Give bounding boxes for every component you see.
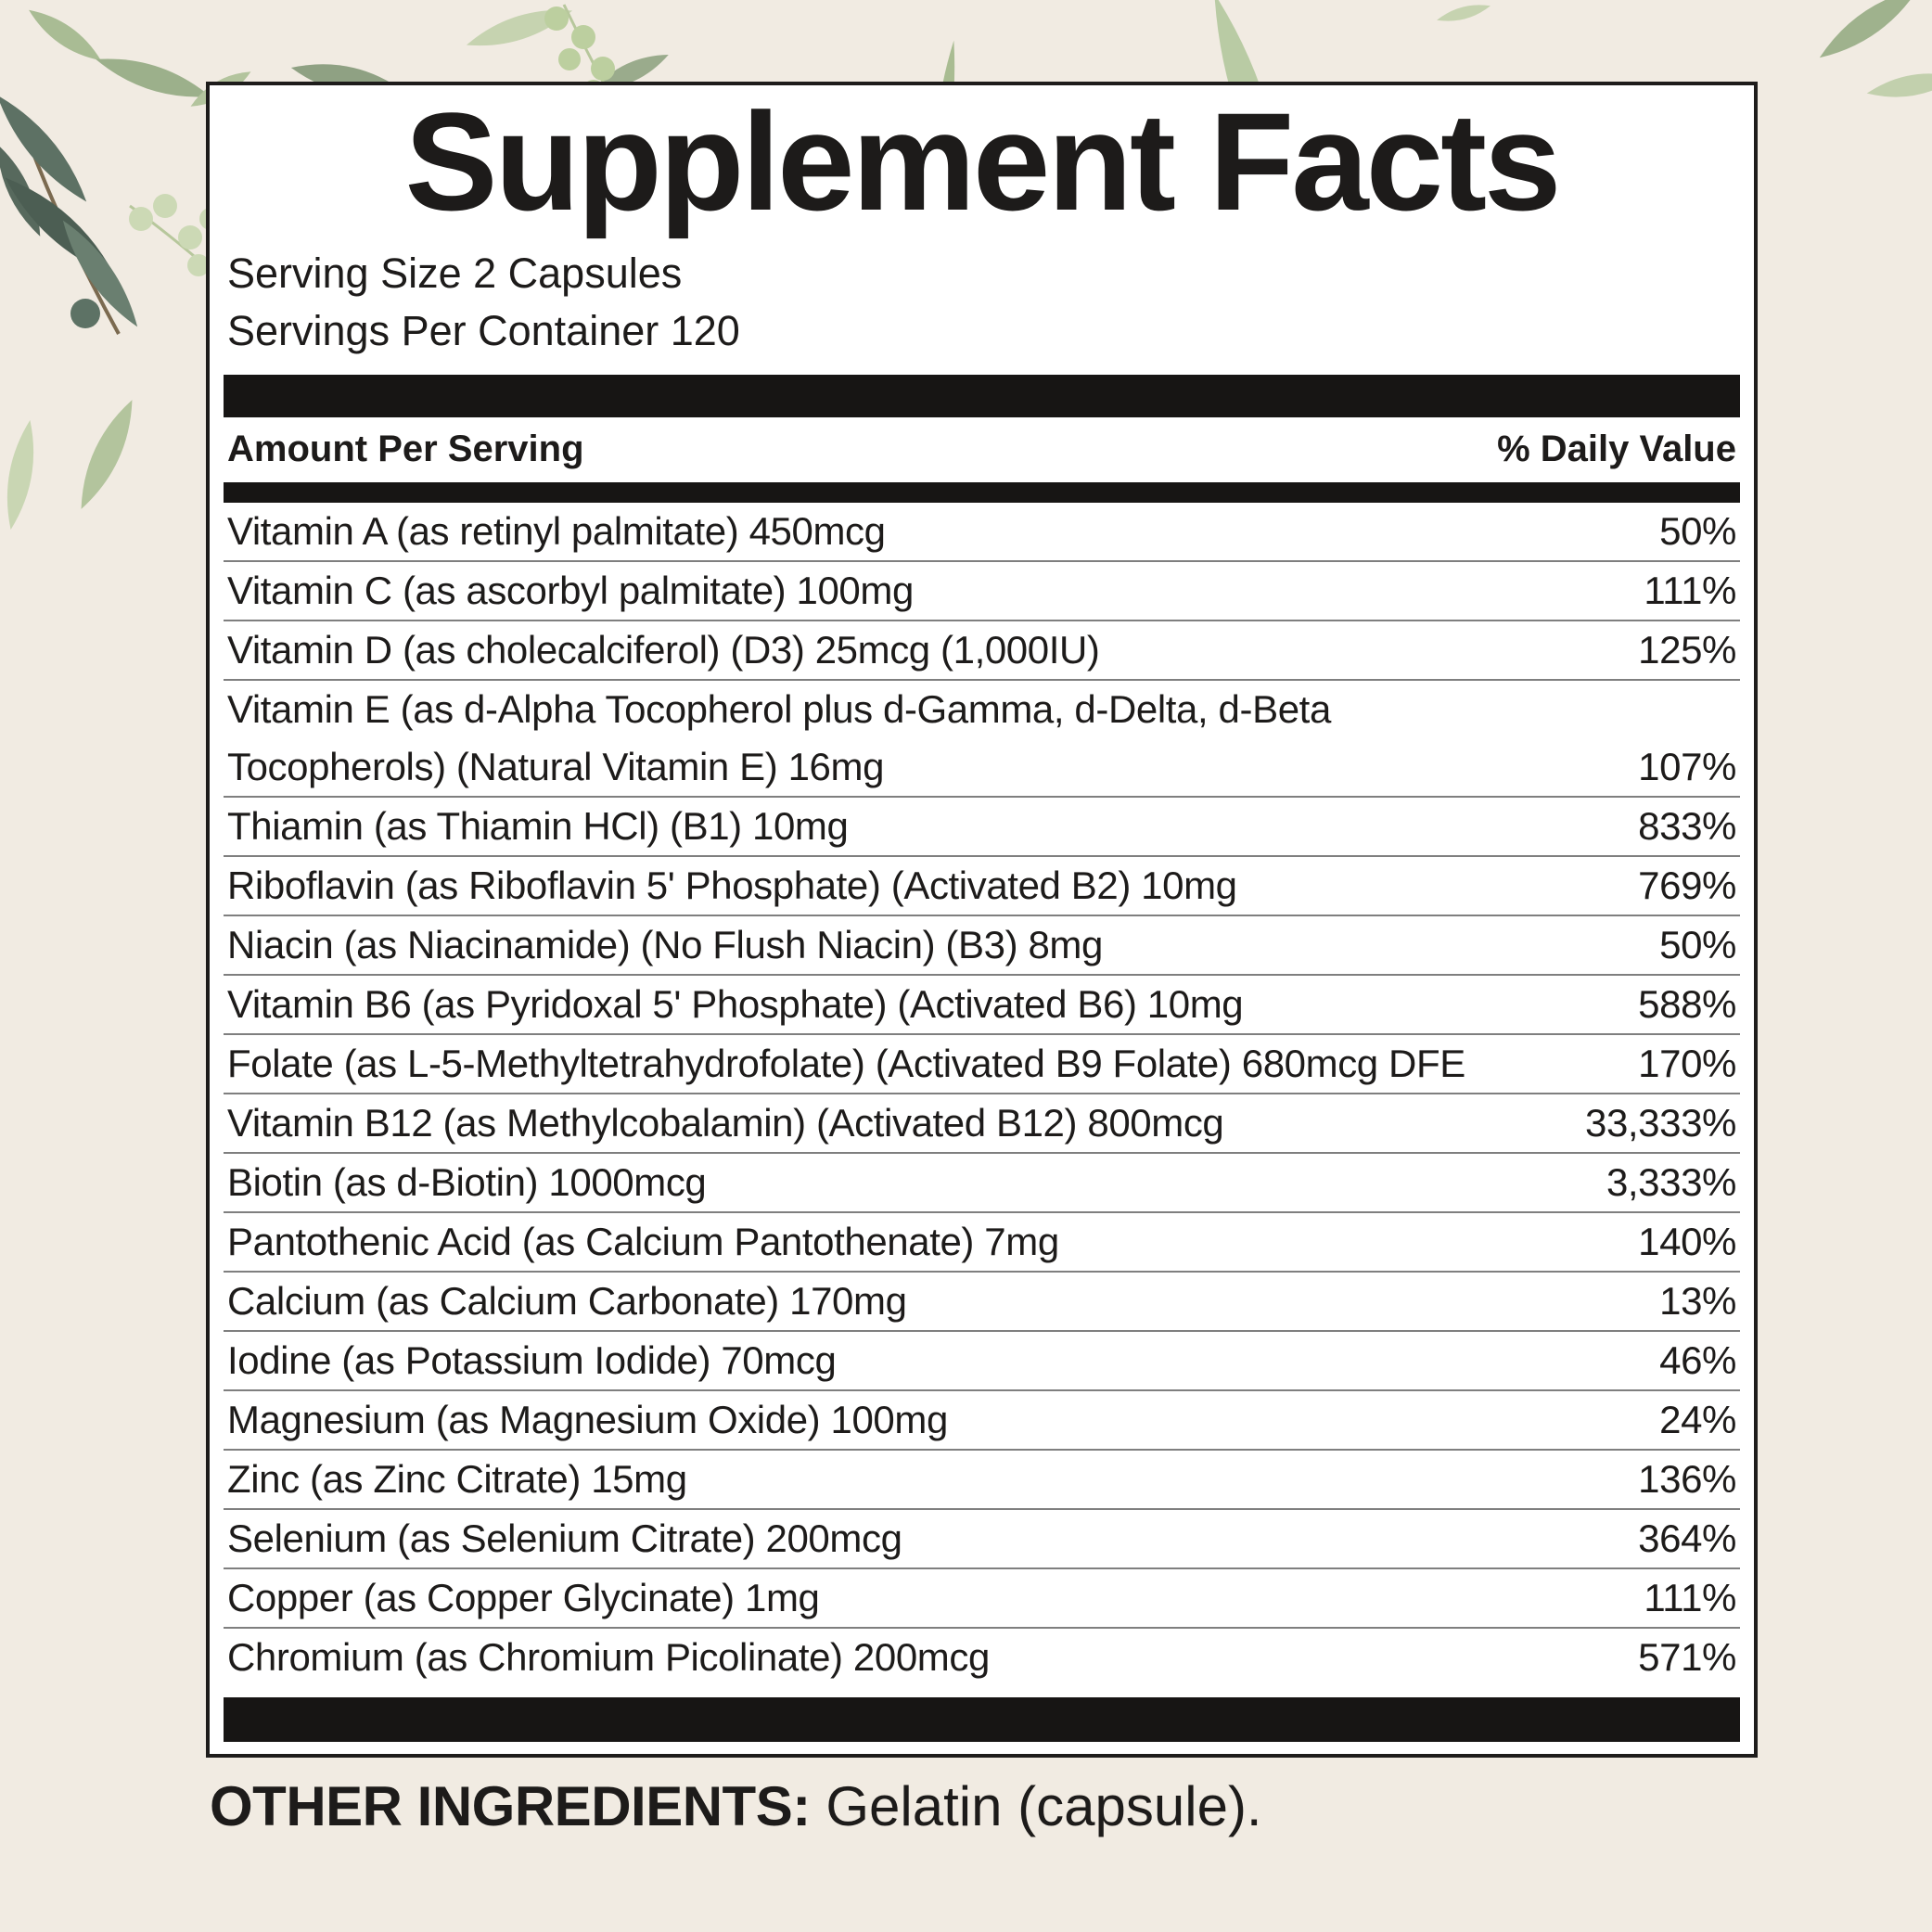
nutrient-name: Niacin (as Niacinamide) (No Flush Niacin… <box>227 922 1103 966</box>
divider-bar-bottom <box>224 1696 1740 1742</box>
table-row: Magnesium (as Magnesium Oxide) 100mg 24% <box>224 1391 1740 1451</box>
table-row: Niacin (as Niacinamide) (No Flush Niacin… <box>224 916 1740 976</box>
table-row: Vitamin D (as cholecalciferol) (D3) 25mc… <box>224 621 1740 681</box>
nutrient-daily-value: 50% <box>1659 922 1736 966</box>
nutrient-daily-value: 3,333% <box>1606 1159 1736 1204</box>
divider-bar-header <box>224 481 1740 503</box>
nutrient-name: Zinc (as Zinc Citrate) 15mg <box>227 1456 687 1501</box>
nutrient-name: Vitamin B12 (as Methylcobalamin) (Activa… <box>227 1100 1224 1145</box>
table-row: Vitamin A (as retinyl palmitate) 450mcg 5… <box>224 503 1740 562</box>
nutrient-daily-value: 170% <box>1638 1041 1736 1085</box>
nutrient-name: Folate (as L-5-Methyltetrahydrofolate) (… <box>227 1041 1465 1085</box>
nutrient-daily-value: 571% <box>1638 1634 1736 1679</box>
table-row: Pantothenic Acid (as Calcium Pantothenat… <box>224 1213 1740 1273</box>
divider-bar-top <box>224 374 1740 417</box>
table-row: Vitamin E (as d-Alpha Tocopherol plus d-… <box>224 681 1740 798</box>
eucalyptus-coin-branch-icon <box>129 194 222 276</box>
nutrient-name: Vitamin C (as ascorbyl palmitate) 100mg <box>227 568 914 612</box>
table-header-row: Amount Per Serving % Daily Value <box>224 417 1740 482</box>
nutrient-name: Chromium (as Chromium Picolinate) 200mcg <box>227 1634 990 1679</box>
nutrient-daily-value: 588% <box>1638 981 1736 1026</box>
column-header-amount-per-serving: Amount Per Serving <box>227 429 584 469</box>
table-row: Calcium (as Calcium Carbonate) 170mg 13% <box>224 1273 1740 1332</box>
table-row: Riboflavin (as Riboflavin 5' Phosphate) … <box>224 857 1740 916</box>
table-row: Chromium (as Chromium Picolinate) 200mcg… <box>224 1629 1740 1686</box>
nutrient-daily-value: 13% <box>1659 1278 1736 1323</box>
table-row: Copper (as Copper Glycinate) 1mg 111% <box>224 1569 1740 1629</box>
nutrient-daily-value: 111% <box>1644 568 1736 612</box>
leaf-cluster-left-icon <box>0 394 144 532</box>
table-row: Biotin (as d-Biotin) 1000mcg 3,333% <box>224 1154 1740 1213</box>
other-ingredients-label: OTHER INGREDIENTS: <box>210 1775 811 1837</box>
nutrient-name: Thiamin (as Thiamin HCl) (B1) 10mg <box>227 803 849 848</box>
nutrient-daily-value: 46% <box>1659 1337 1736 1382</box>
table-row: Folate (as L-5-Methyltetrahydrofolate) (… <box>224 1035 1740 1094</box>
nutrient-name: Vitamin E (as d-Alpha Tocopherol plus d-… <box>227 686 1331 788</box>
supplement-facts-panel: Supplement Facts Serving Size 2 Capsules… <box>206 82 1758 1758</box>
leaf-cluster-top-right-icon <box>1812 0 1932 104</box>
nutrient-daily-value: 33,333% <box>1584 1100 1736 1145</box>
nutrient-daily-value: 125% <box>1638 627 1736 672</box>
table-row: Selenium (as Selenium Citrate) 200mcg 364… <box>224 1510 1740 1569</box>
small-sprig-leaf-icon <box>1435 0 1492 27</box>
nutrient-name: Riboflavin (as Riboflavin 5' Phosphate) … <box>227 863 1237 907</box>
other-ingredients-value: Gelatin (capsule). <box>810 1775 1262 1837</box>
other-ingredients: OTHER INGREDIENTS: Gelatin (capsule). <box>210 1770 1262 1844</box>
nutrient-name: Biotin (as d-Biotin) 1000mcg <box>227 1159 707 1204</box>
table-row: Vitamin C (as ascorbyl palmitate) 100mg 1… <box>224 562 1740 621</box>
nutrient-name: Selenium (as Selenium Citrate) 200mcg <box>227 1516 902 1560</box>
table-row: Vitamin B12 (as Methylcobalamin) (Activa… <box>224 1094 1740 1154</box>
nutrient-daily-value: 111% <box>1644 1575 1736 1619</box>
nutrient-daily-value: 364% <box>1638 1516 1736 1560</box>
serving-size-text: Serving Size 2 Capsules <box>227 249 683 297</box>
nutrient-name: Vitamin A (as retinyl palmitate) 450mcg <box>227 508 886 553</box>
nutrient-name: Copper (as Copper Glycinate) 1mg <box>227 1575 820 1619</box>
nutrient-daily-value: 833% <box>1638 803 1736 848</box>
nutrient-name: Calcium (as Calcium Carbonate) 170mg <box>227 1278 907 1323</box>
nutrient-name: Magnesium (as Magnesium Oxide) 100mg <box>227 1397 948 1441</box>
nutrient-name: Vitamin D (as cholecalciferol) (D3) 25mc… <box>227 627 1100 672</box>
nutrient-daily-value: 769% <box>1638 863 1736 907</box>
nutrient-name: Iodine (as Potassium Iodide) 70mcg <box>227 1337 837 1382</box>
table-row: Vitamin B6 (as Pyridoxal 5' Phosphate) (… <box>224 976 1740 1035</box>
table-row: Thiamin (as Thiamin HCl) (B1) 10mg 833% <box>224 798 1740 857</box>
servings-per-container-text: Servings Per Container 120 <box>227 306 740 354</box>
nutrient-table: Vitamin A (as retinyl palmitate) 450mcg 5… <box>224 503 1740 1686</box>
panel-title: Supplement Facts <box>404 83 1562 239</box>
nutrient-daily-value: 107% <box>1638 744 1736 788</box>
nutrient-daily-value: 50% <box>1659 508 1736 553</box>
dark-leaf-branch-icon <box>0 86 147 335</box>
nutrient-daily-value: 24% <box>1659 1397 1736 1441</box>
table-row: Zinc (as Zinc Citrate) 15mg 136% <box>224 1451 1740 1510</box>
nutrient-name: Vitamin B6 (as Pyridoxal 5' Phosphate) (… <box>227 981 1244 1026</box>
column-header-daily-value: % Daily Value <box>1497 429 1736 469</box>
table-row: Iodine (as Potassium Iodide) 70mcg 46% <box>224 1332 1740 1391</box>
nutrient-daily-value: 140% <box>1638 1219 1736 1263</box>
nutrient-daily-value: 136% <box>1638 1456 1736 1501</box>
nutrient-name: Pantothenic Acid (as Calcium Pantothenat… <box>227 1219 1059 1263</box>
